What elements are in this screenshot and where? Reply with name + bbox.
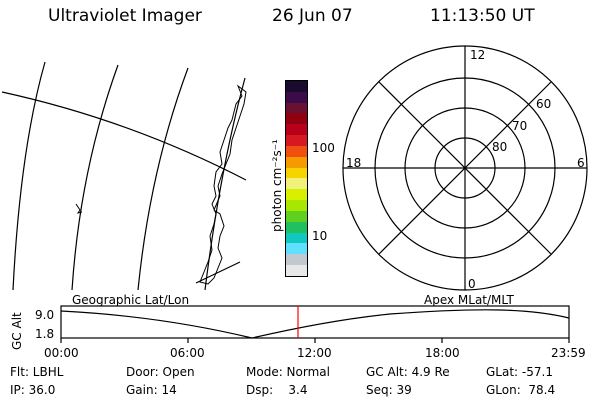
dsp-status: Dsp: 3.4 xyxy=(246,383,308,397)
apex-label: Apex MLat/MLT xyxy=(424,293,514,307)
geographic-label: Geographic Lat/Lon xyxy=(72,293,190,307)
polar-label-80: 80 xyxy=(492,140,508,154)
colorbar-swatch xyxy=(286,189,307,201)
colorbar-swatch xyxy=(286,91,307,103)
colorbar-swatch xyxy=(286,145,307,157)
gain-status: Gain: 14 xyxy=(126,383,177,397)
map-longitude-line xyxy=(71,64,119,291)
gc-alt-status: GC Alt: 4.9 Re xyxy=(366,365,450,379)
mode-status: Mode: Normal xyxy=(246,365,330,379)
polar-label-60: 60 xyxy=(536,97,552,111)
altitude-curve xyxy=(60,309,570,339)
polar-diagonal xyxy=(378,81,552,255)
map-longitude-line xyxy=(137,67,189,291)
polar-label-70: 70 xyxy=(512,119,528,133)
colorbar-swatch xyxy=(286,210,307,222)
date-label: 26 Jun 07 xyxy=(272,6,353,26)
glon-status: GLon: 78.4 xyxy=(486,383,556,397)
map-longitude-line xyxy=(12,61,46,291)
island-mark xyxy=(75,203,83,214)
colorbar-tick-10: 10 xyxy=(312,229,328,243)
colorbar-swatch xyxy=(286,254,307,266)
colorbar-swatch xyxy=(286,167,307,179)
x-tick-3: 18:00 xyxy=(425,346,460,360)
coastline xyxy=(199,84,247,285)
colorbar-swatch xyxy=(286,265,307,276)
colorbar-swatch xyxy=(286,81,307,92)
seq-status: Seq: 39 xyxy=(366,383,412,397)
colorbar-swatch xyxy=(286,232,307,244)
colorbar-swatch xyxy=(286,135,307,146)
colorbar-swatch xyxy=(286,156,307,168)
door-status: Door: Open xyxy=(126,365,195,379)
x-tick-4: 23:59 xyxy=(551,346,586,360)
altitude-plot-frame xyxy=(60,305,570,339)
polar-label-0: 0 xyxy=(468,277,476,291)
y-tick-bottom: 1.8 xyxy=(35,327,55,341)
colorbar-swatch xyxy=(286,243,307,255)
glat-status: GLat: -57.1 xyxy=(486,365,553,379)
colorbar-swatch xyxy=(286,124,307,136)
colorbar xyxy=(285,80,308,277)
time-label: 11:13:50 UT xyxy=(430,6,535,26)
polar-label-12: 12 xyxy=(470,48,486,62)
x-tick-0: 00:00 xyxy=(44,346,79,360)
app-title: Ultraviolet Imager xyxy=(48,6,202,26)
colorbar-swatch xyxy=(286,178,307,190)
colorbar-tick-100: 100 xyxy=(312,141,335,155)
colorbar-swatch xyxy=(286,221,307,233)
map-latitude-line xyxy=(1,91,247,181)
polar-label-6: 6 xyxy=(577,156,585,170)
colorbar-swatch xyxy=(286,200,307,211)
y-tick-top: 9.0 xyxy=(35,308,55,322)
filter-status: Flt: LBHL xyxy=(10,365,64,379)
colorbar-swatch xyxy=(286,102,307,114)
ip-status: IP: 36.0 xyxy=(10,383,56,397)
x-tick-2: 12:00 xyxy=(297,346,332,360)
colorbar-swatch xyxy=(286,113,307,125)
map-latitude-line xyxy=(195,261,241,284)
x-tick-1: 06:00 xyxy=(170,346,205,360)
polar-label-18: 18 xyxy=(346,156,362,170)
